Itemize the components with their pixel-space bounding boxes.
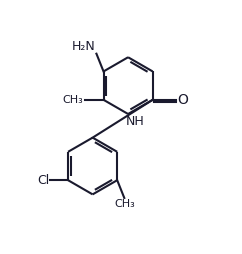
Text: H₂N: H₂N <box>71 40 95 53</box>
Text: CH₃: CH₃ <box>114 199 135 209</box>
Text: O: O <box>177 93 188 107</box>
Text: CH₃: CH₃ <box>63 95 83 105</box>
Text: NH: NH <box>126 115 145 128</box>
Text: Cl: Cl <box>37 174 49 187</box>
